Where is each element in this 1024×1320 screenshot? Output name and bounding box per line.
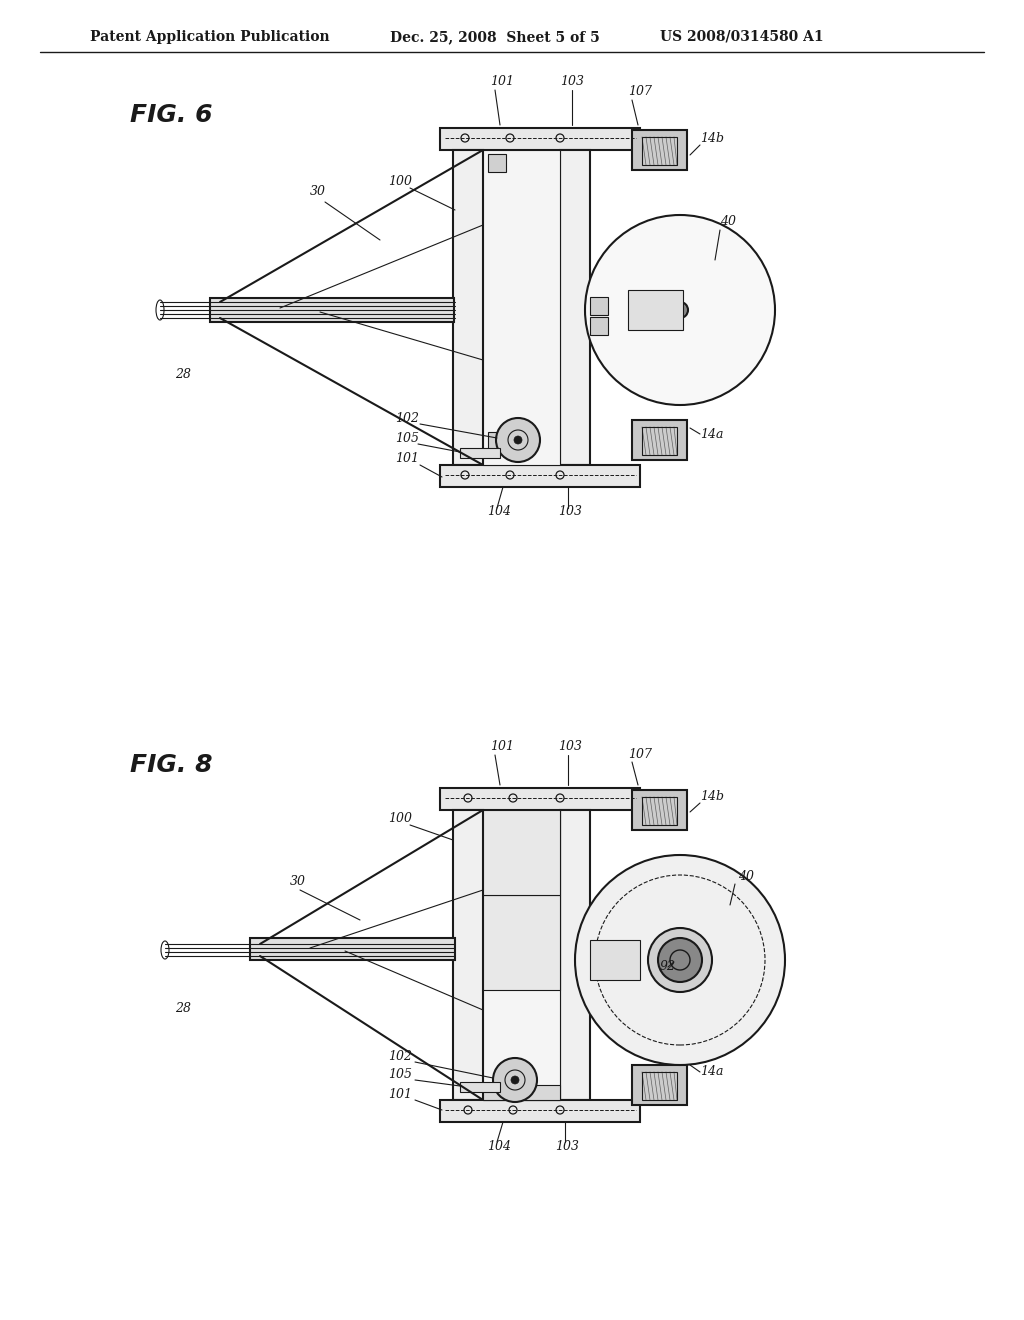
Bar [590,297,608,315]
Text: Patent Application Publication: Patent Application Publication [90,30,330,44]
Bar [632,789,687,830]
Bar [460,1082,500,1092]
Bar [250,939,455,960]
Bar [628,290,683,330]
Bar [440,1100,640,1122]
Bar [483,810,560,895]
Bar [483,1085,560,1100]
Bar [453,150,483,465]
Circle shape [496,418,540,462]
Text: 107: 107 [628,84,652,98]
Circle shape [511,1076,519,1084]
Text: 92: 92 [660,960,676,973]
Text: 30: 30 [290,875,306,888]
Bar [460,447,500,458]
Text: 105: 105 [395,432,419,445]
Bar [440,465,640,487]
Bar [440,788,640,810]
Bar [483,150,560,465]
Circle shape [658,939,702,982]
Text: 14b: 14b [700,132,724,145]
Text: 107: 107 [628,748,652,762]
Bar [488,812,510,830]
Text: FIG. 8: FIG. 8 [130,752,213,777]
Text: 104: 104 [487,1140,511,1152]
Bar [560,150,590,465]
Bar [590,317,608,335]
Text: 14a: 14a [700,1065,724,1078]
Text: 28: 28 [175,368,191,381]
Text: Dec. 25, 2008  Sheet 5 of 5: Dec. 25, 2008 Sheet 5 of 5 [390,30,600,44]
Text: 101: 101 [490,75,514,88]
Bar [440,128,640,150]
Bar [632,420,687,459]
Text: 101: 101 [395,451,419,465]
Text: US 2008/0314580 A1: US 2008/0314580 A1 [660,30,823,44]
Bar [483,810,560,1100]
Bar [642,797,677,825]
Text: 100: 100 [388,812,412,825]
Text: FIG. 6: FIG. 6 [130,103,213,127]
Bar [632,129,687,170]
Circle shape [514,436,522,444]
Text: 104: 104 [487,506,511,517]
Text: 103: 103 [558,741,582,752]
Bar [642,426,677,455]
Bar [453,810,483,1100]
Circle shape [585,215,775,405]
Text: 30: 30 [310,185,326,198]
Text: 103: 103 [558,506,582,517]
Text: 101: 101 [388,1088,412,1101]
Circle shape [672,302,688,318]
Bar [642,1072,677,1100]
Circle shape [493,1059,537,1102]
Bar [632,1065,687,1105]
Text: 28: 28 [175,1002,191,1015]
Text: 103: 103 [560,75,584,88]
Circle shape [575,855,785,1065]
Text: 101: 101 [490,741,514,752]
Bar [560,810,590,1100]
Text: 103: 103 [555,1140,579,1152]
Text: 102: 102 [395,412,419,425]
Bar [488,154,506,172]
Text: 100: 100 [388,176,412,187]
Text: 14b: 14b [700,789,724,803]
Bar [590,940,640,979]
Text: 40: 40 [720,215,736,228]
Text: 14a: 14a [700,428,724,441]
Circle shape [648,928,712,993]
Bar [483,895,560,990]
Bar [488,432,506,450]
Bar [642,137,677,165]
Bar [210,298,454,322]
Text: 105: 105 [388,1068,412,1081]
Text: 40: 40 [738,870,754,883]
Text: 102: 102 [388,1049,412,1063]
